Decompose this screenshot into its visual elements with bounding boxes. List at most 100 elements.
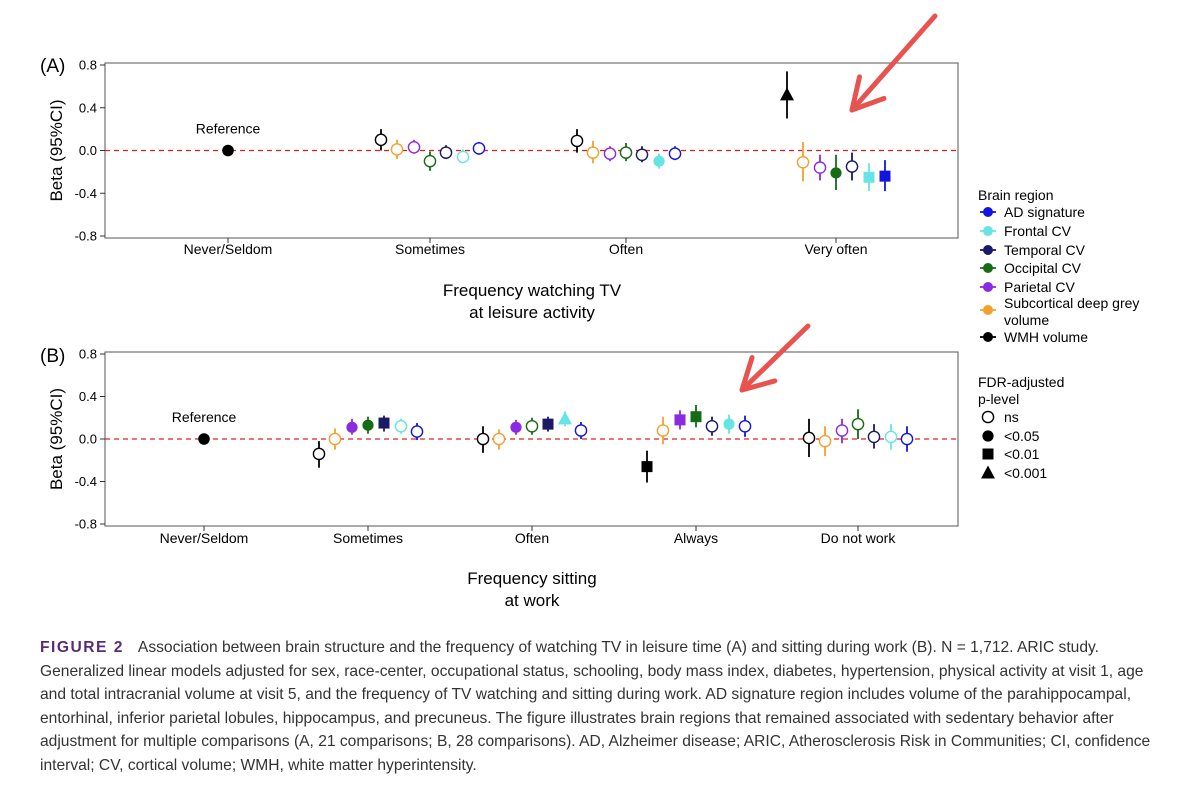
data-point [574, 424, 588, 437]
y-tick-label: -0.4 [75, 474, 97, 489]
x-axis-title: at work [505, 591, 560, 610]
series-occipital-cv [423, 143, 842, 191]
series-ad-signature [472, 141, 891, 192]
data-point [346, 421, 358, 433]
y-tick-label: 0.0 [79, 143, 97, 158]
arrow-shaft [739, 323, 811, 393]
y-tick-label: 0.4 [79, 389, 97, 404]
legend-label: AD signature [1004, 204, 1085, 220]
data-point [653, 155, 665, 167]
data-point [738, 419, 752, 433]
data-point [830, 167, 842, 179]
y-tick-label: 0.8 [79, 347, 97, 362]
legend-label-line: volume [1004, 312, 1049, 328]
x-axis-title: at leisure activity [469, 303, 595, 322]
legend-item: Temporal CV [980, 242, 1086, 258]
x-tick-label: Often [515, 530, 549, 546]
legend-item: Occipital CV [980, 260, 1082, 276]
legend-symbol [982, 430, 994, 442]
legend-item: <0.001 [981, 465, 1047, 481]
data-point [603, 147, 617, 161]
y-tick-label: 0.8 [79, 58, 97, 73]
data-point [312, 447, 326, 461]
legend-title: Brain region [978, 187, 1054, 203]
legend-swatch-dot [983, 332, 993, 342]
data-point [570, 134, 584, 148]
data-point [619, 146, 633, 159]
data-point [635, 148, 649, 162]
legend-symbol [981, 410, 995, 424]
panel-a: 0.8 0.4 0.0 -0.4 -0.8 Beta (95%CI) (A) Never/Se… [40, 56, 959, 322]
data-point [879, 170, 891, 182]
data-point [668, 147, 682, 161]
legend-label: Occipital CV [1004, 260, 1082, 276]
legend-label: Parietal CV [1004, 279, 1075, 295]
legend-swatch-dot [983, 207, 993, 217]
figure-caption: FIGURE 2 Association between brain struct… [40, 636, 1160, 777]
x-tick-label: Very often [804, 241, 867, 257]
series-temporal-cv [439, 145, 859, 181]
legend-item: Frontal CV [980, 223, 1072, 239]
legend-item: <0.01 [982, 446, 1040, 462]
data-point [705, 419, 719, 433]
x-axis-title: Frequency sitting [467, 569, 596, 588]
data-point [378, 417, 390, 429]
data-point [456, 150, 470, 164]
panel-label: (B) [40, 346, 65, 367]
y-axis-label: Beta (95%CI) [47, 388, 66, 490]
y-tick-label: 0.0 [79, 432, 97, 447]
data-point [586, 146, 600, 159]
data-point [818, 434, 832, 448]
data-point [374, 133, 388, 147]
data-point [851, 417, 865, 431]
data-point [690, 411, 702, 423]
caption-text: Association between brain structure and … [40, 639, 1151, 774]
series-frontal-cv [394, 411, 898, 450]
legend-title: FDR-adjusted [978, 374, 1064, 390]
series-wmh-volume [374, 71, 794, 153]
data-point [362, 419, 374, 431]
figure-canvas: 0.8 0.4 0.0 -0.4 -0.8 Beta (95%CI) (A) Never/Se… [40, 13, 1139, 610]
y-tick-label: 0.4 [79, 100, 97, 115]
data-point [390, 143, 404, 156]
data-point [674, 414, 686, 426]
data-point [439, 146, 453, 159]
data-point [407, 140, 421, 154]
annotation-arrow [739, 323, 811, 393]
series-wmh-volume [312, 418, 816, 483]
reference-label: Reference [196, 121, 261, 137]
data-point [472, 142, 486, 155]
y-tick-label: -0.4 [75, 186, 97, 201]
data-point [835, 424, 849, 437]
y-tick-label: -0.8 [75, 517, 97, 532]
legend-label: ns [1004, 409, 1019, 425]
legend-symbol [982, 448, 994, 460]
legend-label-line: Subcortical deep grey [1004, 295, 1139, 311]
data-point [558, 411, 572, 425]
x-tick-label: Sometimes [333, 530, 403, 546]
legend-swatch-dot [983, 282, 993, 292]
data-point [641, 461, 653, 473]
legend-item: AD signature [980, 204, 1085, 220]
legend-label: Frontal CV [1004, 223, 1072, 239]
data-point [867, 430, 881, 444]
y-tick-label: -0.8 [75, 229, 97, 244]
legend-label: <0.01 [1004, 446, 1040, 462]
reference-label: Reference [172, 409, 237, 425]
data-point [492, 432, 506, 446]
data-point [796, 155, 810, 169]
x-tick-label: Never/Seldom [160, 530, 249, 546]
data-point [542, 418, 554, 430]
data-point [863, 171, 875, 183]
arrow-head [739, 355, 778, 393]
legend-item: ns [981, 409, 1019, 425]
x-tick-label: Sometimes [395, 241, 465, 257]
series-ad-signature [410, 415, 914, 452]
data-point [423, 154, 437, 168]
legend-label: <0.001 [1004, 465, 1047, 481]
reference-point [198, 433, 210, 445]
annotation-arrow [849, 13, 938, 113]
legend-item: WMH volume [980, 329, 1088, 345]
